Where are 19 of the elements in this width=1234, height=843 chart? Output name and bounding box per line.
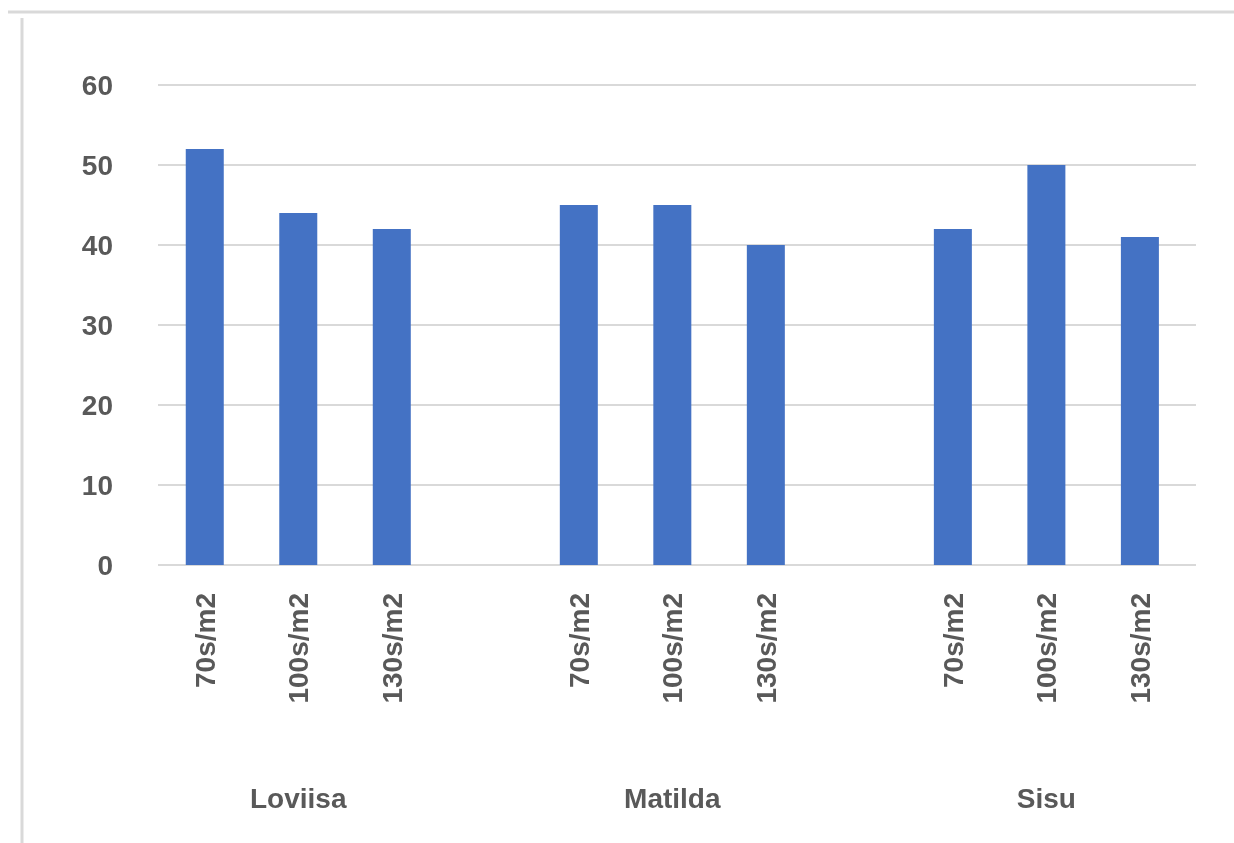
y-tick-label: 50 [81, 149, 113, 181]
y-tick-label: 60 [81, 69, 113, 101]
text: Sisu [1016, 783, 1076, 814]
x-tick-label: 70s/m2 [189, 593, 221, 688]
x-tick-label: 130s/m2 [1124, 593, 1156, 704]
x-tick-label: 70s/m2 [937, 593, 969, 688]
y-tick-label: 10 [81, 469, 113, 501]
y-tick-label: 30 [81, 309, 113, 341]
text: Matilda [624, 783, 721, 814]
y-tick-label: 20 [81, 389, 113, 421]
text: Loviisa [250, 783, 347, 814]
y-tick-label: 40 [81, 229, 113, 261]
x-tick-label: 130s/m2 [750, 593, 782, 704]
y-tick-label: 0 [97, 549, 113, 581]
x-tick-label: 130s/m2 [376, 593, 408, 704]
x-tick-label: 100s/m2 [1031, 593, 1063, 704]
x-tick-label: 70s/m2 [563, 593, 595, 688]
x-tick-label: 100s/m2 [283, 593, 315, 704]
x-tick-label: 100s/m2 [657, 593, 689, 704]
